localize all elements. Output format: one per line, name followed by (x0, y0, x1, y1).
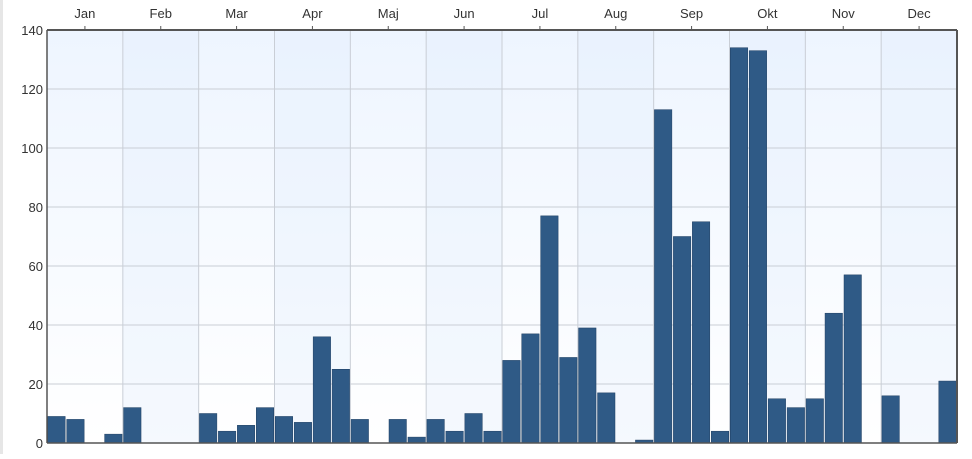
x-tick-label: Maj (378, 6, 399, 21)
x-tick-label: Apr (302, 6, 323, 21)
bar (502, 360, 521, 444)
bar (881, 395, 900, 444)
bar (692, 221, 711, 444)
bar (711, 430, 730, 444)
bar (938, 380, 957, 444)
bar (521, 333, 540, 444)
y-tick-label: 80 (29, 200, 43, 215)
y-tick-label: 60 (29, 259, 43, 274)
bar (123, 407, 142, 444)
bar (730, 47, 748, 444)
x-tick-label: Nov (832, 6, 856, 21)
bar (66, 419, 85, 444)
bar (199, 413, 218, 444)
month-band (426, 30, 502, 443)
bar (597, 392, 616, 444)
x-tick-label: Jan (74, 6, 95, 21)
bar (331, 369, 350, 444)
bar (805, 398, 824, 444)
y-tick-label: 40 (29, 318, 43, 333)
bar (312, 336, 331, 444)
x-tick-label: Mar (225, 6, 248, 21)
y-tick-label: 100 (21, 141, 43, 156)
y-tick-label: 20 (29, 377, 43, 392)
x-tick-label: Aug (604, 6, 627, 21)
x-tick-label: Okt (757, 6, 778, 21)
bar (748, 50, 767, 444)
page-left-rule (0, 0, 3, 454)
bar (293, 422, 312, 444)
bar (767, 398, 786, 444)
y-tick-label: 0 (36, 436, 43, 451)
bar (559, 357, 578, 444)
bar (426, 419, 445, 444)
bar (540, 215, 559, 444)
bar (445, 430, 464, 444)
x-tick-label: Jun (454, 6, 475, 21)
bar (388, 419, 407, 444)
bar (256, 407, 274, 444)
x-tick-label: Dec (908, 6, 932, 21)
bar (654, 109, 673, 444)
month-band (122, 30, 199, 443)
bar (104, 433, 123, 444)
bar (407, 436, 426, 444)
y-tick-label: 140 (21, 23, 43, 38)
bar (275, 416, 293, 444)
grid-lines (47, 30, 957, 443)
x-tick-label: Sep (680, 6, 703, 21)
bars (47, 47, 957, 444)
bar (464, 413, 483, 444)
bar (786, 407, 805, 444)
bar (218, 430, 237, 444)
bar (237, 425, 256, 444)
x-tick-label: Feb (150, 6, 172, 21)
bar (843, 274, 862, 444)
x-axis-month-labels: Jan Feb Mar Apr Maj Jun Jul Aug Sep Okt Nov Dec (74, 6, 931, 30)
y-tick-label: 120 (21, 82, 43, 97)
bar (673, 236, 692, 444)
bar (483, 430, 502, 444)
y-axis-tick-labels: 0 20 40 60 80 100 120 140 (21, 23, 43, 451)
bar (824, 312, 843, 444)
bar (350, 419, 369, 444)
axes (46, 29, 958, 444)
bar (578, 327, 597, 444)
month-band (881, 30, 957, 443)
x-tick-label: Jul (532, 6, 549, 21)
bar (47, 416, 66, 444)
